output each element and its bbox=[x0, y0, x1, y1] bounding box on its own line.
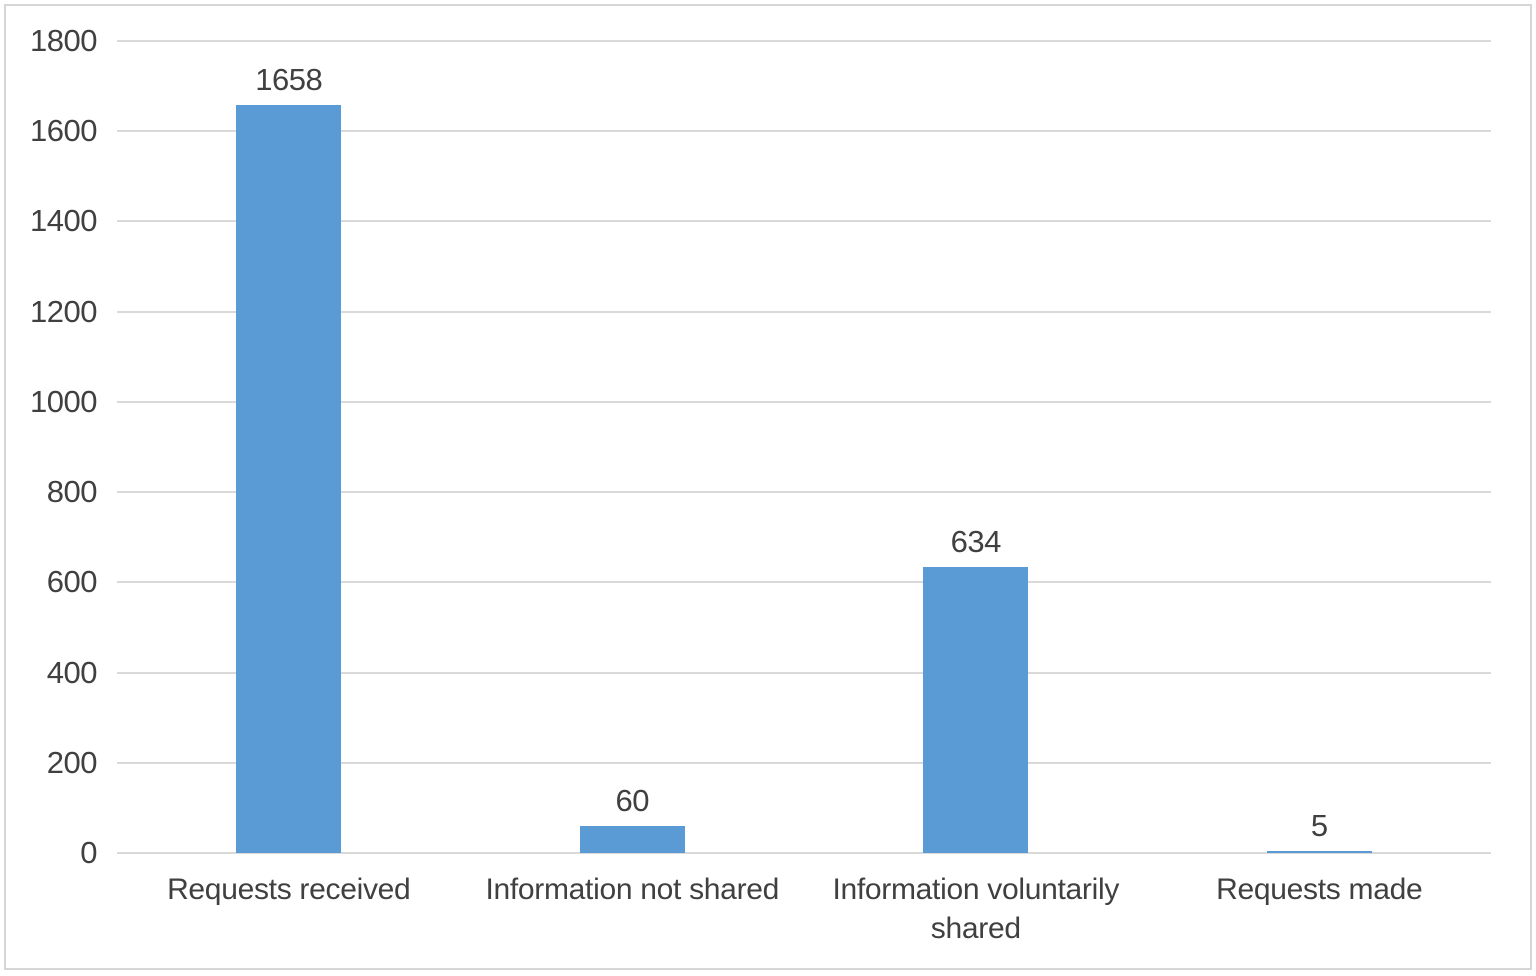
bar-value-label: 5 bbox=[1310, 808, 1328, 843]
y-axis-tick-label: 600 bbox=[46, 564, 98, 600]
y-axis-tick-label: 200 bbox=[46, 744, 98, 780]
gridline bbox=[117, 310, 1491, 313]
bar-value-label: 1658 bbox=[255, 62, 323, 97]
x-axis-line bbox=[117, 852, 1491, 854]
y-axis-tick-label: 1800 bbox=[30, 22, 97, 58]
y-axis-tick-label: 400 bbox=[46, 654, 98, 690]
bar-value-label: 634 bbox=[950, 524, 1002, 559]
gridline bbox=[117, 220, 1491, 223]
gridline bbox=[117, 40, 1491, 42]
y-axis-tick-label: 0 bbox=[80, 834, 97, 870]
y-axis-tick-label: 1400 bbox=[30, 203, 97, 239]
gridline bbox=[117, 581, 1491, 584]
y-axis-tick-label: 1200 bbox=[30, 293, 97, 329]
bar bbox=[236, 105, 342, 853]
y-axis-tick-label: 1000 bbox=[30, 383, 97, 419]
gridline bbox=[117, 491, 1491, 494]
x-axis-category-label: Information voluntarily shared bbox=[832, 873, 1120, 945]
gridline bbox=[117, 400, 1491, 403]
bar bbox=[923, 567, 1029, 853]
gridline bbox=[117, 130, 1491, 133]
y-axis-tick-label: 1600 bbox=[30, 113, 97, 149]
x-axis-category-label: Requests made bbox=[1216, 873, 1423, 906]
gridline bbox=[117, 671, 1491, 674]
x-axis-category-label: Requests received bbox=[167, 873, 411, 906]
y-axis-tick-label: 800 bbox=[46, 473, 98, 509]
gridline bbox=[117, 761, 1491, 764]
bar-value-label: 60 bbox=[615, 783, 650, 818]
x-axis-category-label: Information not shared bbox=[485, 873, 780, 906]
bar bbox=[1266, 851, 1372, 853]
bar bbox=[579, 826, 685, 853]
